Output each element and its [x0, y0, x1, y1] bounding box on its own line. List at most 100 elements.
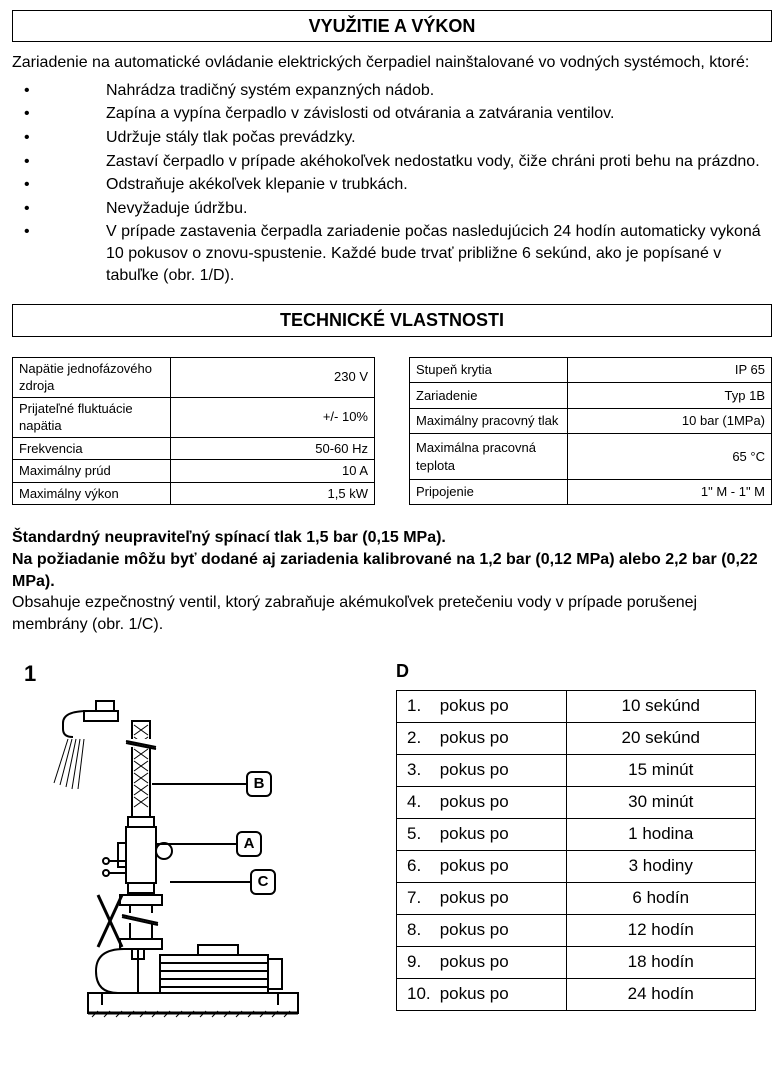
- d-attempt: 9. pokus po: [397, 946, 567, 978]
- d-time: 12 hodín: [566, 914, 755, 946]
- table-d-column: D 1. pokus po10 sekúnd2. pokus po20 sekú…: [396, 659, 772, 1010]
- note-line-3: Obsahuje ezpečnostný ventil, ktorý zabra…: [12, 592, 772, 635]
- spec-value: +/- 10%: [171, 397, 375, 437]
- spec-value: 10 A: [171, 460, 375, 483]
- d-time: 15 minút: [566, 754, 755, 786]
- note-block: Štandardný neupraviteľný spínací tlak 1,…: [12, 527, 772, 635]
- d-attempt: 1. pokus po: [397, 690, 567, 722]
- spec-key: Prijateľné fluktuácie napätia: [13, 397, 171, 437]
- spec-value: 50-60 Hz: [171, 437, 375, 460]
- d-time: 1 hodina: [566, 818, 755, 850]
- d-time: 6 hodín: [566, 882, 755, 914]
- pump-diagram-svg: [48, 693, 358, 1073]
- bullet-marker: •: [16, 221, 106, 286]
- bullet-marker: •: [16, 80, 106, 102]
- d-time: 30 minút: [566, 786, 755, 818]
- bullet-marker: •: [16, 103, 106, 125]
- tech-table-left: Napätie jednofázového zdroja230 VPrijate…: [12, 357, 375, 506]
- bullet-item: •Nevyžaduje údržbu.: [16, 198, 772, 220]
- table-row: Maximálny prúd10 A: [13, 460, 375, 483]
- lead-b: [152, 783, 246, 785]
- note-line-2: Na požiadanie môžu byť dodané aj zariade…: [12, 549, 772, 592]
- table-row: 7. pokus po6 hodín: [397, 882, 756, 914]
- spec-key: Zariadenie: [410, 383, 568, 409]
- lead-c: [170, 881, 250, 883]
- table-row: 5. pokus po1 hodina: [397, 818, 756, 850]
- intro-text: Zariadenie na automatické ovládanie elek…: [12, 52, 772, 74]
- bullet-item: •Nahrádza tradičný systém expanzných nád…: [16, 80, 772, 102]
- bullet-list: •Nahrádza tradičný systém expanzných nád…: [16, 80, 772, 286]
- d-time: 10 sekúnd: [566, 690, 755, 722]
- d-attempt: 2. pokus po: [397, 722, 567, 754]
- tech-tables: Napätie jednofázového zdroja230 VPrijate…: [12, 357, 772, 506]
- table-row: Stupeň krytiaIP 65: [410, 357, 772, 383]
- d-attempt: 8. pokus po: [397, 914, 567, 946]
- d-attempt: 7. pokus po: [397, 882, 567, 914]
- table-row: 4. pokus po30 minút: [397, 786, 756, 818]
- spec-key: Napätie jednofázového zdroja: [13, 357, 171, 397]
- d-time: 3 hodiny: [566, 850, 755, 882]
- table-row: Napätie jednofázového zdroja230 V: [13, 357, 375, 397]
- section-header-usage: VYUŽITIE A VÝKON: [12, 10, 772, 42]
- table-row: ZariadenieTyp 1B: [410, 383, 772, 409]
- spec-value: Typ 1B: [568, 383, 772, 409]
- bullet-item: •Odstraňuje akékoľvek klepanie v trubkác…: [16, 174, 772, 196]
- tech-table-right: Stupeň krytiaIP 65ZariadenieTyp 1BMaximá…: [409, 357, 772, 506]
- table-row: 9. pokus po18 hodín: [397, 946, 756, 978]
- table-row: 10. pokus po24 hodín: [397, 978, 756, 1010]
- table-row: Maximálna pracovná teplota65 °C: [410, 434, 772, 479]
- table-row: Prijateľné fluktuácie napätia+/- 10%: [13, 397, 375, 437]
- bullet-text: Odstraňuje akékoľvek klepanie v trubkách…: [106, 174, 772, 196]
- spec-value: 230 V: [171, 357, 375, 397]
- spec-value: IP 65: [568, 357, 772, 383]
- spec-key: Pripojenie: [410, 479, 568, 505]
- bullet-item: •V prípade zastavenia čerpadla zariadeni…: [16, 221, 772, 286]
- bullet-text: V prípade zastavenia čerpadla zariadenie…: [106, 221, 772, 286]
- lead-a: [156, 843, 236, 845]
- d-attempt: 5. pokus po: [397, 818, 567, 850]
- section-header-tech: TECHNICKÉ VLASTNOSTI: [12, 304, 772, 336]
- bullet-item: •Udržuje stály tlak počas prevádzky.: [16, 127, 772, 149]
- spec-key: Maximálny pracovný tlak: [410, 408, 568, 434]
- spec-value: 1" M - 1" M: [568, 479, 772, 505]
- d-time: 18 hodín: [566, 946, 755, 978]
- table-row: Maximálny pracovný tlak10 bar (1MPa): [410, 408, 772, 434]
- table-row: 6. pokus po3 hodiny: [397, 850, 756, 882]
- bullet-text: Nevyžaduje údržbu.: [106, 198, 772, 220]
- bullet-marker: •: [16, 151, 106, 173]
- bullet-item: •Zastaví čerpadlo v prípade akéhokoľvek …: [16, 151, 772, 173]
- figure-label-b: B: [246, 771, 272, 797]
- table-row: 8. pokus po12 hodín: [397, 914, 756, 946]
- spec-key: Maximálny prúd: [13, 460, 171, 483]
- figure-label-a: A: [236, 831, 262, 857]
- table-d: 1. pokus po10 sekúnd2. pokus po20 sekúnd…: [396, 690, 756, 1011]
- bullet-text: Nahrádza tradičný systém expanzných nádo…: [106, 80, 772, 102]
- d-time: 24 hodín: [566, 978, 755, 1010]
- bullet-text: Zastaví čerpadlo v prípade akéhokoľvek n…: [106, 151, 772, 173]
- d-attempt: 4. pokus po: [397, 786, 567, 818]
- spec-value: 10 bar (1MPa): [568, 408, 772, 434]
- bullet-text: Udržuje stály tlak počas prevádzky.: [106, 127, 772, 149]
- spec-key: Maximálna pracovná teplota: [410, 434, 568, 479]
- bullet-marker: •: [16, 127, 106, 149]
- table-row: 1. pokus po10 sekúnd: [397, 690, 756, 722]
- d-attempt: 3. pokus po: [397, 754, 567, 786]
- d-attempt: 10. pokus po: [397, 978, 567, 1010]
- spec-value: 1,5 kW: [171, 482, 375, 505]
- figure-label-c: C: [250, 869, 276, 895]
- bullet-item: •Zapína a vypína čerpadlo v závislosti o…: [16, 103, 772, 125]
- figure-column: 1: [12, 659, 372, 1073]
- figure-diagram: B A C: [48, 693, 358, 1073]
- bullet-marker: •: [16, 174, 106, 196]
- d-attempt: 6. pokus po: [397, 850, 567, 882]
- note-line-1: Štandardný neupraviteľný spínací tlak 1,…: [12, 527, 772, 549]
- spec-value: 65 °C: [568, 434, 772, 479]
- table-row: Maximálny výkon1,5 kW: [13, 482, 375, 505]
- bullet-text: Zapína a vypína čerpadlo v závislosti od…: [106, 103, 772, 125]
- spec-key: Stupeň krytia: [410, 357, 568, 383]
- d-time: 20 sekúnd: [566, 722, 755, 754]
- spec-key: Maximálny výkon: [13, 482, 171, 505]
- table-row: Frekvencia50-60 Hz: [13, 437, 375, 460]
- table-row: Pripojenie1" M - 1" M: [410, 479, 772, 505]
- table-row: 3. pokus po15 minút: [397, 754, 756, 786]
